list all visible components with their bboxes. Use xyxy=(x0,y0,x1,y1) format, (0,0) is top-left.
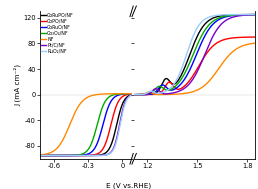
Legend: CoRuPO/NF, CoPO/NF, CoRuO/NF, Co₃O₄/NF, NF, Pt/C/NF, RuO₂/NF: CoRuPO/NF, CoPO/NF, CoRuO/NF, Co₃O₄/NF, … xyxy=(41,12,74,54)
Text: E (V vs.RHE): E (V vs.RHE) xyxy=(107,182,151,189)
Y-axis label: J (mA cm⁻²): J (mA cm⁻²) xyxy=(14,64,21,106)
